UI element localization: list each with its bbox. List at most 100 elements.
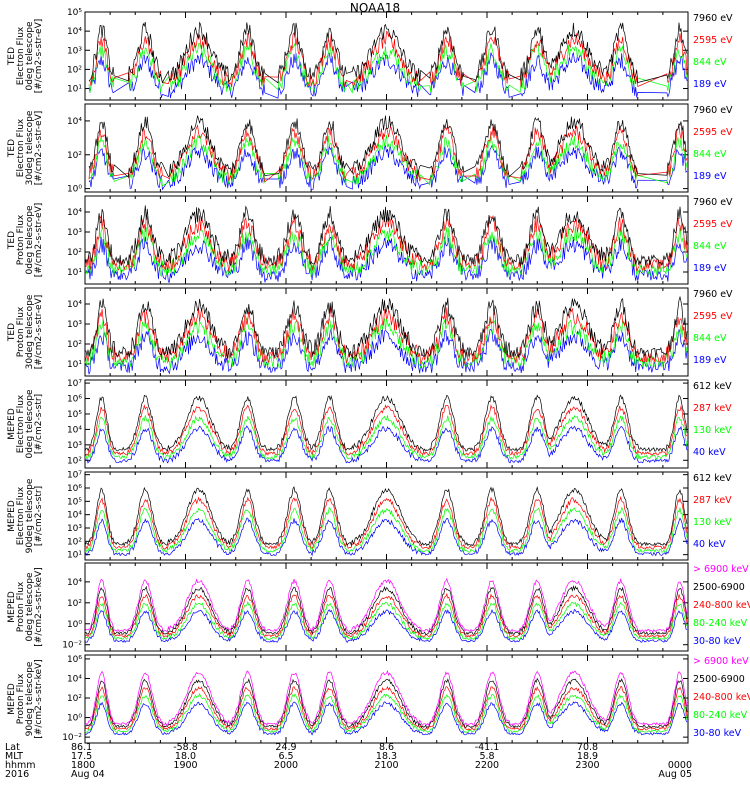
y-tick-label: 10⁰ xyxy=(67,185,82,195)
series-trace xyxy=(84,496,688,550)
y-tick-label: 10⁰ xyxy=(67,620,82,630)
series-trace xyxy=(84,425,688,464)
y-axis-label: MEPEDElectron Flux0deg telescope[#/cm2-s… xyxy=(7,389,44,459)
legend-entry: 2595 eV xyxy=(693,219,733,230)
y-axis-label-line: [#/cm2-s-str-keV] xyxy=(34,567,44,646)
y-axis-label-line: [#/cm2-s-str-eV] xyxy=(34,295,44,370)
series-trace xyxy=(84,205,688,267)
y-tick-label: 10⁴ xyxy=(67,578,82,588)
series-trace xyxy=(88,30,688,88)
legend-entry: 844 eV xyxy=(693,333,727,344)
y-axis-label: TEDProton Flux30deg telescope[#/cm2-s-st… xyxy=(7,294,44,369)
y-axis-label: MEPEDElectron Flux90deg telescope[#/cm2-… xyxy=(7,478,44,553)
y-axis-label-line: [#/cm2-s-str-eV] xyxy=(34,111,44,186)
y-tick-label: 10⁷ xyxy=(67,471,82,481)
footer-value: 6.5 xyxy=(278,751,293,762)
series-trace xyxy=(84,585,688,636)
y-tick-label: 10² xyxy=(67,248,82,258)
legend-entry: 189 eV xyxy=(693,263,727,274)
y-axis-label-line: [#/cm2-s-str-eV] xyxy=(34,19,44,94)
y-axis-label-line: MEPED xyxy=(7,683,17,715)
y-axis-label: TEDElectron Flux30deg telescope[#/cm2-s-… xyxy=(7,110,44,185)
y-tick-label: 10¹ xyxy=(67,85,82,95)
footer-value: 18.3 xyxy=(376,751,397,762)
legend-entry: 189 eV xyxy=(693,355,727,366)
y-tick-label: 10² xyxy=(67,456,82,466)
y-tick-label: 10⁵ xyxy=(67,497,82,507)
y-axis-label-line: Electron Flux xyxy=(16,26,26,85)
y-axis-label-line: [#/cm2-s-str-keV] xyxy=(34,659,44,738)
series-trace xyxy=(84,307,688,365)
y-tick-label: 10⁵ xyxy=(67,8,82,18)
legend-entry: 7960 eV xyxy=(693,197,733,208)
y-tick-label: 10⁴ xyxy=(67,425,82,435)
footer-row-label: 2016 xyxy=(5,769,29,780)
footer-value: 2200 xyxy=(475,760,499,771)
y-axis-label-line: 30deg telescope xyxy=(25,110,35,185)
legend-entry: 287 keV xyxy=(693,495,732,506)
legend-entry: 130 keV xyxy=(693,517,732,528)
footer-value: -58.8 xyxy=(173,742,198,753)
y-tick-label: 10² xyxy=(67,65,82,75)
legend-entry: 612 keV xyxy=(693,473,732,484)
y-axis-label: MEPEDProton Flux0deg telescope[#/cm2-s-s… xyxy=(7,567,44,646)
footer-value: 70.8 xyxy=(577,742,598,753)
footer-value: 8.6 xyxy=(379,742,394,753)
footer-value: 2100 xyxy=(374,760,398,771)
legend-entry: > 6900 keV xyxy=(693,564,749,575)
y-axis-label-line: Proton Flux xyxy=(16,673,26,724)
series-trace xyxy=(88,144,688,191)
y-axis-label-line: 0deg telescope xyxy=(25,572,35,642)
legend-entry: 2500-6900 xyxy=(693,582,745,593)
legend-entry: > 6900 keV xyxy=(693,656,749,667)
series-trace xyxy=(88,21,688,84)
y-axis-label-line: TED xyxy=(7,231,17,250)
legend-entry: 2595 eV xyxy=(693,35,733,46)
y-tick-label: 10⁰ xyxy=(67,714,82,724)
y-tick-label: 10⁵ xyxy=(67,410,82,420)
legend-entry: 2595 eV xyxy=(693,127,733,138)
series-trace xyxy=(84,592,688,639)
y-axis-label: TEDProton Flux0deg telescope[#/cm2-s-str… xyxy=(7,203,44,278)
legend-entry: 7960 eV xyxy=(693,289,733,300)
legend-entry: 7960 eV xyxy=(693,105,733,116)
panel-5: 10² 10³ 10⁴ 10⁵ 10⁶ 10⁷ MEPEDElectron Flux0deg… xyxy=(7,379,732,469)
y-tick-label: 10⁴ xyxy=(67,300,82,310)
y-tick-label: 10² xyxy=(67,151,82,161)
legend-entry: 2500-6900 xyxy=(693,674,745,685)
y-tick-label: 10³ xyxy=(67,441,82,451)
y-axis-label-line: Electron Flux xyxy=(16,118,26,177)
y-axis-label: TEDElectron Flux0deg telescope[#/cm2-s-s… xyxy=(7,19,44,94)
legend-entry: 80-240 keV xyxy=(693,618,748,629)
legend-entry: 30-80 keV xyxy=(693,728,742,739)
y-tick-label: 10² xyxy=(67,694,82,704)
y-tick-label: 10⁴ xyxy=(67,208,82,218)
series-trace xyxy=(84,404,688,457)
series-trace xyxy=(84,317,688,369)
y-tick-label: 10² xyxy=(67,340,82,350)
legend-entry: 30-80 keV xyxy=(693,636,742,647)
series-trace xyxy=(84,608,688,643)
series-trace xyxy=(84,295,688,359)
footer-row-label: MLT xyxy=(5,751,23,762)
series-trace xyxy=(84,517,688,557)
y-tick-label: 10³ xyxy=(67,320,82,330)
series-trace xyxy=(84,486,688,547)
y-axis-label-line: TED xyxy=(7,139,17,158)
y-axis-label-line: MEPED xyxy=(7,591,17,623)
series-trace xyxy=(88,52,688,99)
y-tick-label: 10⁶ xyxy=(67,395,82,405)
legend-entry: 844 eV xyxy=(693,57,727,68)
y-axis-label-line: Electron Flux xyxy=(16,486,26,545)
footer-value: 24.9 xyxy=(275,742,296,753)
y-axis-label-line: 0deg telescope xyxy=(25,205,35,275)
footer-value: 17.5 xyxy=(71,751,92,762)
y-tick-label: 10⁴ xyxy=(67,511,82,521)
panel-4: 10¹ 10² 10³ 10⁴ TEDProton Flux30deg telescop… xyxy=(7,287,733,377)
series-trace xyxy=(84,600,688,641)
series-trace xyxy=(84,415,688,460)
panel-7: 10⁻² 10⁰ 10² 10⁴ MEPEDProton Flux0deg telesc… xyxy=(7,562,750,652)
y-tick-label: 10⁴ xyxy=(67,117,82,127)
y-axis-label-line: 90deg telescope xyxy=(25,661,35,736)
